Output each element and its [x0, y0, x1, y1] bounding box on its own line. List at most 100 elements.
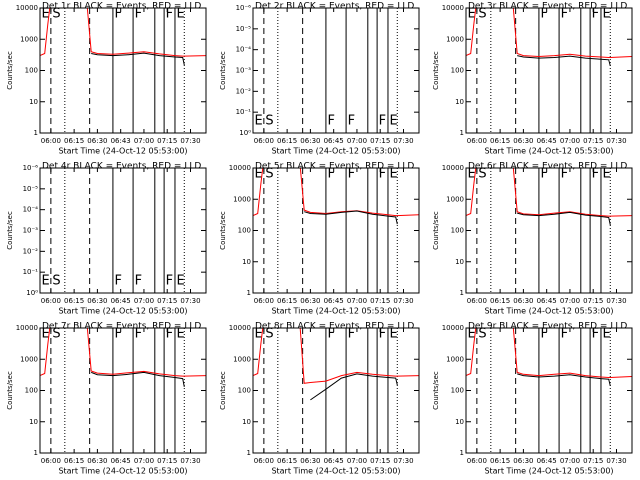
series-line: [304, 210, 398, 225]
marker-letter: F: [166, 7, 173, 22]
y-tick-label: 1000: [20, 355, 38, 363]
marker-letter: F: [379, 327, 386, 342]
y-tick-label: 1000: [446, 355, 464, 363]
marker-letter: F: [561, 7, 568, 22]
y-tick-label: 10000: [229, 164, 251, 172]
x-tick-label: 07:00: [347, 137, 367, 145]
y-axis-label: Counts/sec: [6, 371, 14, 410]
x-tick-label: 06:15: [490, 137, 510, 145]
y-tick-label: 10000: [16, 4, 38, 12]
x-tick-label: 06:45: [111, 457, 131, 465]
y-tick-label: 10⁰: [26, 289, 38, 297]
x-tick-label: 06:30: [513, 457, 533, 465]
x-tick-label: 07:00: [347, 297, 367, 305]
x-tick-label: 07:15: [370, 137, 390, 145]
x-tick-label: 07:00: [134, 137, 154, 145]
x-tick-label: 06:30: [87, 457, 107, 465]
marker-letter: S: [52, 274, 60, 289]
panel: Det 2r BLACK = Events, RED = LLD Counts/s…: [219, 2, 420, 156]
y-tick-label: 1: [460, 289, 464, 297]
marker-letter: F: [592, 7, 599, 22]
y-tick-label: 10: [29, 98, 38, 106]
y-tick-label: 100: [238, 227, 251, 235]
x-axis-label: Start Time (24-Oct-12 05:53:00): [484, 467, 613, 476]
y-tick-label: 10000: [442, 324, 464, 332]
series-line: [517, 211, 611, 226]
y-axis-label: Counts/sec: [6, 51, 14, 90]
x-tick-label: 07:15: [583, 297, 603, 305]
plot-frame: [39, 7, 207, 134]
marker-letter: F: [348, 327, 355, 342]
panel-title: Det 2r BLACK = Events, RED = LLD: [255, 2, 414, 12]
x-tick-label: 06:30: [300, 137, 320, 145]
x-tick-label: 06:15: [277, 297, 297, 305]
y-tick-label: 1000: [446, 195, 464, 203]
y-tick-label: 10⁻¹: [236, 108, 252, 116]
marker-letter: E: [390, 327, 398, 342]
x-tick-label: 07:15: [157, 457, 177, 465]
marker-letter: F: [327, 327, 334, 342]
series-line: [466, 168, 632, 217]
series-line: [91, 371, 185, 387]
x-tick-label: 07:00: [347, 457, 367, 465]
x-tick-label: 06:00: [467, 457, 487, 465]
marker-letter: F: [166, 274, 173, 289]
series-line: [310, 373, 398, 401]
panel: Det 7r BLACK = Events, RED = LLD Counts/s…: [6, 322, 207, 476]
panel: Det 8r BLACK = Events, RED = LLD Counts/s…: [219, 322, 420, 476]
x-axis-label: Start Time (24-Oct-12 05:53:00): [271, 467, 400, 476]
marker-letter: E: [42, 7, 50, 22]
x-tick-label: 07:15: [157, 297, 177, 305]
panel: Det 9r BLACK = Events, RED = LLD Counts/s…: [432, 322, 633, 476]
series-line: [517, 373, 611, 387]
y-axis-label: Counts/sec: [432, 211, 440, 250]
y-tick-label: 100: [451, 387, 464, 395]
x-tick-label: 06:30: [300, 297, 320, 305]
marker-letter: E: [468, 167, 476, 182]
x-axis-label: Start Time (24-Oct-12 05:53:00): [271, 147, 400, 156]
marker-letter: F: [166, 327, 173, 342]
marker-letter: E: [42, 274, 50, 289]
marker-letter: E: [603, 327, 611, 342]
y-axis-label: Counts/sec: [219, 371, 227, 410]
x-tick-label: 06:30: [87, 137, 107, 145]
x-axis-label: Start Time (24-Oct-12 05:53:00): [484, 307, 613, 316]
y-tick-label: 1: [460, 449, 464, 457]
x-tick-label: 06:00: [41, 297, 61, 305]
marker-letter: E: [603, 167, 611, 182]
marker-letter: S: [478, 167, 486, 182]
x-axis-label: Start Time (24-Oct-12 05:53:00): [58, 467, 187, 476]
x-tick-label: 07:30: [180, 137, 200, 145]
x-tick-label: 06:45: [324, 457, 344, 465]
plot-frame: [252, 167, 420, 294]
marker-letter: F: [348, 114, 355, 129]
x-tick-label: 07:30: [180, 457, 200, 465]
marker-letter: F: [592, 327, 599, 342]
x-tick-label: 07:30: [180, 297, 200, 305]
y-axis-label: Counts/sec: [432, 51, 440, 90]
x-tick-label: 07:00: [560, 297, 580, 305]
panel-title: Det 6r BLACK = Events, RED = LLD: [468, 162, 627, 172]
y-tick-label: 1: [34, 129, 38, 137]
marker-letter: E: [255, 167, 263, 182]
x-tick-label: 06:30: [300, 457, 320, 465]
marker-letter: S: [265, 167, 273, 182]
x-tick-label: 07:00: [560, 457, 580, 465]
marker-letter: E: [177, 327, 185, 342]
marker-letter: F: [348, 167, 355, 182]
x-tick-label: 07:15: [583, 457, 603, 465]
y-axis-label: Counts/sec: [219, 211, 227, 250]
plot-frame: [465, 7, 633, 134]
marker-letter: E: [177, 7, 185, 22]
x-tick-label: 06:15: [64, 137, 84, 145]
x-tick-label: 06:45: [537, 137, 557, 145]
series-line: [253, 168, 419, 217]
y-tick-label: 1000: [446, 35, 464, 43]
panel-title: Det 1r BLACK = Events, RED = LLD: [42, 2, 201, 12]
x-tick-label: 06:00: [254, 297, 274, 305]
marker-letter: F: [135, 7, 142, 22]
y-tick-label: 10: [455, 258, 464, 266]
panel: Det 1r BLACK = Events, RED = LLD Counts/s…: [6, 2, 207, 156]
x-tick-label: 07:30: [606, 297, 626, 305]
